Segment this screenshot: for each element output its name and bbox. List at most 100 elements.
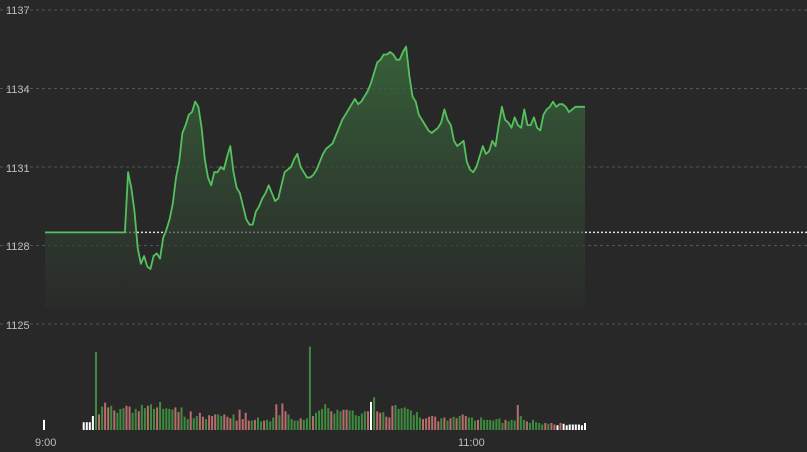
volume-bar bbox=[269, 421, 272, 430]
volume-bar bbox=[91, 416, 94, 430]
volume-bar bbox=[452, 416, 455, 430]
volume-bar bbox=[321, 408, 324, 430]
volume-bar bbox=[397, 408, 400, 430]
volume-bar bbox=[467, 417, 470, 430]
volume-bar bbox=[406, 408, 409, 430]
volume-bar bbox=[238, 409, 241, 430]
volume-bar bbox=[415, 412, 418, 430]
volume-bar bbox=[201, 416, 204, 430]
volume-bar bbox=[449, 418, 452, 430]
volume-bar bbox=[486, 419, 489, 430]
volume-bar bbox=[403, 407, 406, 430]
volume-bar bbox=[360, 413, 363, 430]
volume-bar bbox=[122, 408, 125, 430]
volume-bar bbox=[287, 414, 290, 430]
volume-bar bbox=[211, 416, 214, 430]
volume-bar bbox=[296, 420, 299, 430]
volume-bar bbox=[101, 406, 104, 430]
volume-bar bbox=[336, 409, 339, 430]
volume-bar bbox=[477, 419, 479, 430]
volume-bar bbox=[281, 403, 284, 430]
volume-bar bbox=[516, 405, 519, 430]
volume-bar bbox=[131, 412, 134, 430]
volume-bar bbox=[370, 401, 372, 430]
volume-bar bbox=[498, 418, 501, 430]
volume-bar bbox=[134, 408, 137, 430]
volume-bar bbox=[525, 421, 528, 430]
volume-bar bbox=[394, 405, 397, 430]
volume-bar bbox=[253, 419, 256, 430]
volume-bar bbox=[180, 407, 183, 430]
price-line bbox=[45, 45, 585, 270]
volume-bar bbox=[293, 420, 296, 430]
volume-bar bbox=[464, 416, 467, 430]
volume-bar bbox=[382, 412, 385, 430]
volume-bar bbox=[263, 420, 266, 430]
volume-bar bbox=[208, 415, 211, 430]
volume-bar bbox=[82, 422, 85, 430]
volume-bar bbox=[318, 410, 321, 430]
volume-bar bbox=[159, 401, 162, 430]
price-area bbox=[45, 46, 585, 308]
volume-bar bbox=[186, 419, 189, 430]
volume-bar bbox=[162, 408, 165, 430]
volume-bar bbox=[257, 417, 259, 430]
volume-bar bbox=[146, 405, 149, 430]
volume-bar bbox=[522, 419, 525, 430]
volume-bar bbox=[165, 408, 168, 430]
y-tick-label: 1125 bbox=[6, 320, 30, 332]
volume-bar bbox=[489, 419, 492, 430]
volume-bar bbox=[376, 411, 379, 430]
volume-bar bbox=[501, 423, 504, 430]
volume-bar bbox=[137, 411, 140, 430]
volume-bar bbox=[425, 418, 428, 430]
volume-bar bbox=[171, 409, 174, 430]
volume-bar bbox=[250, 420, 253, 430]
volume-bar bbox=[565, 425, 568, 430]
volume-bar bbox=[513, 420, 516, 430]
volume-bar bbox=[559, 423, 562, 430]
volume-bar bbox=[104, 402, 107, 430]
volume-bar bbox=[241, 419, 244, 430]
volume-bar bbox=[107, 407, 110, 430]
volume-bar bbox=[495, 419, 498, 430]
volume-bar bbox=[422, 419, 424, 430]
volume-bar bbox=[367, 411, 369, 430]
volume-bar bbox=[428, 416, 431, 430]
x-tick-label: 11:00 bbox=[458, 437, 485, 449]
volume-bar bbox=[315, 412, 317, 430]
volume-bar bbox=[461, 414, 464, 430]
volume-bar bbox=[553, 424, 556, 430]
volume-bar bbox=[266, 419, 269, 430]
volume-bar bbox=[232, 414, 235, 430]
x-axis: 9:00 11:00 bbox=[35, 437, 485, 449]
volume-bar bbox=[535, 422, 538, 430]
volume-bar bbox=[519, 416, 522, 430]
volume-bar bbox=[205, 419, 207, 430]
volume-bar bbox=[247, 420, 250, 430]
volume-bar bbox=[125, 405, 128, 430]
volume-bar bbox=[547, 423, 550, 430]
volume-bar bbox=[272, 417, 275, 430]
y-tick-label: 1137 bbox=[6, 5, 30, 17]
volume-bar bbox=[529, 423, 531, 430]
volume-bar bbox=[327, 408, 330, 430]
volume-bar bbox=[330, 411, 333, 430]
volume-bar bbox=[217, 414, 220, 430]
volume-bar bbox=[434, 416, 437, 430]
volume-bar bbox=[470, 417, 473, 430]
y-axis: 1137 1134 1131 1128 1125 bbox=[6, 5, 30, 332]
volume-bar bbox=[174, 407, 177, 430]
volume-bar bbox=[437, 421, 440, 430]
volume-bar bbox=[278, 415, 281, 430]
volume-bar bbox=[379, 412, 382, 430]
volume-bar bbox=[357, 416, 360, 430]
volume-bar bbox=[474, 420, 476, 430]
volume-bar bbox=[260, 421, 262, 430]
volume-bar bbox=[214, 414, 217, 430]
volume-bar bbox=[189, 411, 192, 430]
volume-bar bbox=[168, 408, 171, 430]
volume-bar bbox=[177, 412, 180, 430]
volume-bar bbox=[156, 407, 159, 430]
